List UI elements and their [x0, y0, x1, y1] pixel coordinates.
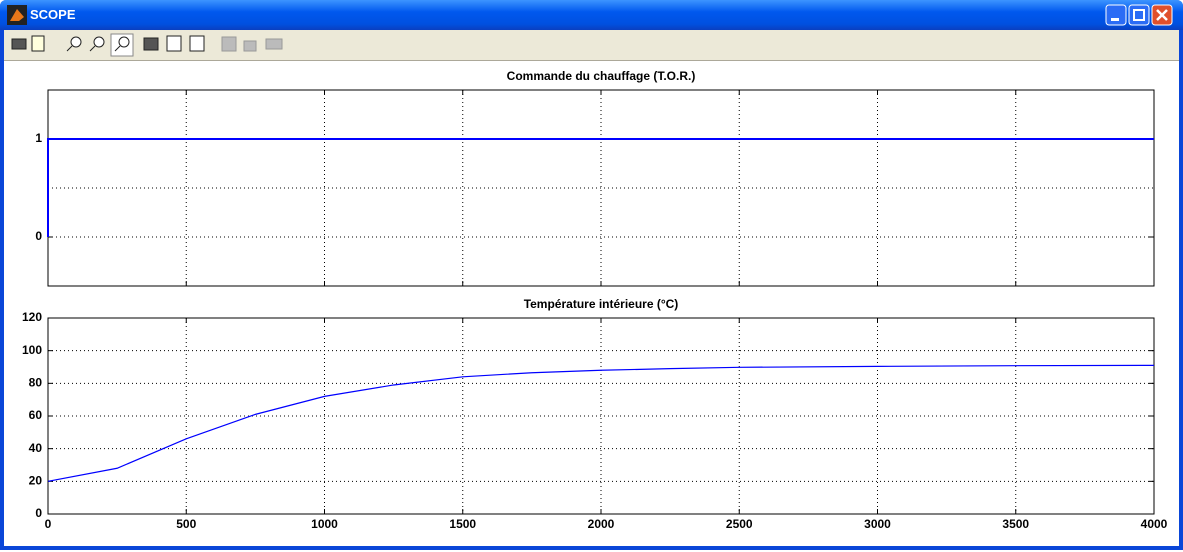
toolbar-icons: [11, 33, 283, 57]
maximize-button[interactable]: [1128, 4, 1150, 26]
data-line: [47, 138, 1154, 237]
data-line: [47, 364, 1155, 482]
float-button[interactable]: [221, 36, 237, 52]
autoscale-button[interactable]: [143, 37, 159, 51]
y-tick-label: 60: [29, 408, 43, 422]
lock-button[interactable]: [243, 40, 257, 52]
zoom-button[interactable]: [70, 36, 82, 48]
y-tick-label: 40: [29, 441, 43, 455]
chart-title: Température intérieure (°C): [524, 297, 679, 311]
save-axes-button[interactable]: [166, 35, 182, 52]
y-tick-label: 1: [35, 131, 42, 145]
x-tick-label: 500: [176, 517, 196, 531]
y-tick-label: 120: [22, 310, 42, 324]
x-tick-label: 1000: [311, 517, 338, 531]
signal-button[interactable]: [265, 38, 283, 50]
toolbar: [4, 30, 1179, 61]
window-buttons: [1105, 4, 1173, 26]
y-tick-label: 0: [35, 506, 42, 520]
x-tick-label: 4000: [1141, 517, 1168, 531]
x-tick-label: 2000: [588, 517, 615, 531]
x-tick-label: 0: [45, 517, 52, 531]
scope-figure: Commande du chauffage (T.O.R.) 0 1 Températ…: [22, 69, 1168, 531]
y-tick-label: 100: [22, 343, 42, 357]
x-tick-label: 3000: [864, 517, 891, 531]
minimize-button[interactable]: [1105, 4, 1127, 26]
zoom-x-button[interactable]: [93, 36, 105, 48]
y-tick-label: 20: [29, 474, 43, 488]
y-tick-label: 0: [35, 229, 42, 243]
app-icon: [7, 5, 27, 25]
params-button[interactable]: [31, 35, 45, 52]
title-bar: SCOPE: [0, 0, 1183, 30]
x-tick-label: 3500: [1002, 517, 1029, 531]
window-title: SCOPE: [30, 7, 76, 22]
x-tick-label: 2500: [726, 517, 753, 531]
print-button[interactable]: [11, 38, 27, 50]
restore-axes-button[interactable]: [189, 35, 205, 52]
x-tick-label: 1500: [449, 517, 476, 531]
chart-title: Commande du chauffage (T.O.R.): [507, 69, 696, 83]
y-tick-label: 80: [29, 376, 43, 390]
